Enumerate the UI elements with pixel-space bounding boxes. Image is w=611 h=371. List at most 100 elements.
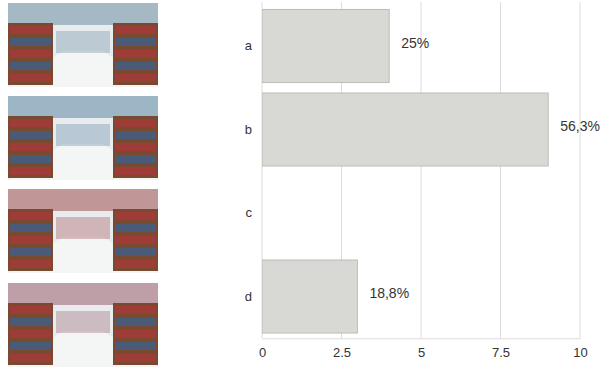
bar bbox=[262, 9, 389, 82]
thumb-books bbox=[10, 212, 51, 220]
axis-line bbox=[263, 338, 581, 339]
tick: 10 bbox=[573, 338, 587, 360]
category-label: a bbox=[245, 38, 253, 53]
thumb-books bbox=[115, 38, 156, 46]
grid-line bbox=[421, 2, 422, 338]
tick: 0 bbox=[259, 338, 266, 360]
thumb-books bbox=[115, 155, 156, 163]
thumb-books bbox=[115, 354, 156, 362]
thumb-books bbox=[10, 354, 51, 362]
thumb-bg bbox=[8, 189, 158, 273]
thumb-shelf bbox=[8, 23, 53, 85]
thumb-books bbox=[10, 248, 51, 256]
tick: 2.5 bbox=[333, 338, 351, 360]
thumb-books bbox=[115, 330, 156, 338]
tick-label: 0 bbox=[259, 345, 266, 360]
thumb-shelf bbox=[113, 303, 158, 365]
thumb-shelf bbox=[113, 23, 158, 85]
thumb-floor bbox=[8, 237, 158, 273]
thumb-books bbox=[10, 62, 51, 70]
thumbnail bbox=[8, 189, 158, 273]
thumb-books bbox=[115, 260, 156, 268]
thumb-books bbox=[10, 306, 51, 314]
thumb-books bbox=[115, 212, 156, 220]
thumbnail bbox=[8, 96, 158, 180]
thumb-back bbox=[56, 31, 110, 53]
data-label: 25% bbox=[401, 35, 429, 51]
bar bbox=[262, 176, 263, 249]
category-label: d bbox=[245, 289, 252, 304]
thumb-floor bbox=[8, 144, 158, 180]
thumb-books bbox=[115, 236, 156, 244]
thumb-books bbox=[115, 318, 156, 326]
thumb-books bbox=[10, 50, 51, 58]
thumb-books bbox=[10, 224, 51, 232]
tick: a bbox=[245, 38, 262, 53]
thumb-bg bbox=[8, 283, 158, 367]
thumbnail bbox=[8, 283, 158, 367]
grid-line bbox=[580, 2, 581, 338]
thumb-books bbox=[115, 62, 156, 70]
thumb-shelf bbox=[113, 209, 158, 271]
thumb-ceiling bbox=[8, 96, 158, 118]
thumb-books bbox=[10, 260, 51, 268]
tick-label: 7.5 bbox=[492, 345, 510, 360]
thumb-books bbox=[10, 119, 51, 127]
tick-label: 5 bbox=[418, 345, 425, 360]
thumb-books bbox=[115, 131, 156, 139]
thumb-back bbox=[56, 124, 110, 146]
tick-label: 2.5 bbox=[333, 345, 351, 360]
thumb-books bbox=[10, 330, 51, 338]
thumb-books bbox=[115, 143, 156, 151]
category-label: c bbox=[246, 205, 253, 220]
tick-label: 10 bbox=[573, 345, 587, 360]
thumb-floor bbox=[8, 51, 158, 87]
grid bbox=[262, 2, 580, 338]
thumb-books bbox=[115, 167, 156, 175]
x-axis: 0 2.5 5 7.5 10 bbox=[259, 338, 588, 360]
thumb-books bbox=[10, 74, 51, 82]
thumb-books bbox=[10, 342, 51, 350]
bars bbox=[262, 9, 548, 333]
tick: c bbox=[246, 205, 263, 220]
axis-line bbox=[262, 5, 263, 339]
thumb-books bbox=[115, 50, 156, 58]
thumb-shelf bbox=[8, 209, 53, 271]
thumb-books bbox=[10, 143, 51, 151]
thumb-books bbox=[115, 342, 156, 350]
y-axis: a b c d bbox=[245, 5, 263, 339]
thumb-books bbox=[115, 224, 156, 232]
thumb-shelf bbox=[8, 303, 53, 365]
thumb-floor bbox=[8, 331, 158, 367]
thumb-books bbox=[10, 318, 51, 326]
grid-line bbox=[500, 2, 501, 338]
bar bbox=[262, 93, 548, 166]
thumb-ceiling bbox=[8, 189, 158, 211]
thumb-back bbox=[56, 217, 110, 239]
thumb-books bbox=[10, 167, 51, 175]
data-label: 56,3% bbox=[560, 118, 600, 134]
thumb-ceiling bbox=[8, 3, 158, 25]
data-label: 18,8% bbox=[369, 285, 409, 301]
thumb-books bbox=[10, 26, 51, 34]
thumb-shelf bbox=[8, 116, 53, 178]
thumb-bg bbox=[8, 96, 158, 180]
thumb-books bbox=[115, 26, 156, 34]
chart: 0 2.5 5 7.5 10 a b c d 25% 56,3% 18,8% bbox=[0, 0, 611, 371]
thumb-books bbox=[115, 248, 156, 256]
thumb-books bbox=[115, 119, 156, 127]
thumb-books bbox=[115, 74, 156, 82]
thumbnail bbox=[8, 3, 158, 87]
tick: b bbox=[245, 122, 262, 137]
thumbnails bbox=[8, 3, 158, 367]
thumb-ceiling bbox=[8, 283, 158, 305]
category-label: b bbox=[245, 122, 252, 137]
thumb-books bbox=[10, 236, 51, 244]
bar bbox=[262, 260, 357, 333]
thumb-books bbox=[10, 155, 51, 163]
thumb-bg bbox=[8, 3, 158, 87]
thumb-shelf bbox=[113, 116, 158, 178]
thumb-books bbox=[10, 131, 51, 139]
tick: d bbox=[245, 289, 262, 304]
tick: 7.5 bbox=[492, 338, 510, 360]
